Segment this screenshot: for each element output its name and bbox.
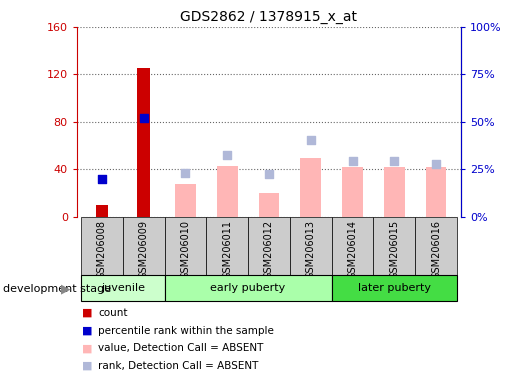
Text: ■: ■ (82, 326, 93, 336)
Text: ▶: ▶ (61, 282, 71, 295)
Text: GSM206008: GSM206008 (97, 220, 107, 279)
Text: later puberty: later puberty (358, 283, 431, 293)
Bar (374, 217, 415, 275)
Text: ■: ■ (82, 343, 93, 353)
Text: GSM206016: GSM206016 (431, 220, 441, 279)
Text: ■: ■ (82, 308, 93, 318)
Bar (332, 275, 457, 301)
Bar (248, 217, 290, 275)
Text: GSM206015: GSM206015 (389, 220, 399, 279)
Text: percentile rank within the sample: percentile rank within the sample (98, 326, 274, 336)
Text: rank, Detection Call = ABSENT: rank, Detection Call = ABSENT (98, 361, 259, 371)
Text: count: count (98, 308, 128, 318)
Point (348, 158, 357, 164)
Bar (426, 167, 446, 217)
Point (306, 137, 315, 143)
Bar (81, 217, 123, 275)
Text: GSM206009: GSM206009 (139, 220, 149, 279)
Point (139, 115, 148, 121)
Text: GSM206012: GSM206012 (264, 220, 274, 279)
Point (181, 170, 190, 176)
Bar (206, 217, 248, 275)
Bar (217, 166, 237, 217)
Bar (342, 167, 363, 217)
Bar (81, 275, 164, 301)
Bar (164, 217, 206, 275)
Bar (384, 167, 405, 217)
Bar (259, 193, 279, 217)
Text: early puberty: early puberty (210, 283, 286, 293)
Text: development stage: development stage (3, 284, 111, 294)
Point (223, 152, 232, 158)
Text: GSM206011: GSM206011 (222, 220, 232, 279)
Title: GDS2862 / 1378915_x_at: GDS2862 / 1378915_x_at (181, 10, 357, 25)
Bar (415, 217, 457, 275)
Text: GSM206010: GSM206010 (180, 220, 190, 279)
Bar (290, 217, 332, 275)
Point (390, 158, 399, 164)
Point (265, 171, 273, 177)
Point (432, 161, 440, 167)
Bar (301, 157, 321, 217)
Text: juvenile: juvenile (101, 283, 145, 293)
Bar (175, 184, 196, 217)
Bar (164, 275, 332, 301)
Bar (95, 205, 108, 217)
Bar (137, 68, 150, 217)
Bar (332, 217, 374, 275)
Bar (123, 217, 164, 275)
Text: ■: ■ (82, 361, 93, 371)
Text: value, Detection Call = ABSENT: value, Detection Call = ABSENT (98, 343, 263, 353)
Text: GSM206014: GSM206014 (348, 220, 358, 279)
Text: GSM206013: GSM206013 (306, 220, 316, 279)
Point (98, 176, 106, 182)
